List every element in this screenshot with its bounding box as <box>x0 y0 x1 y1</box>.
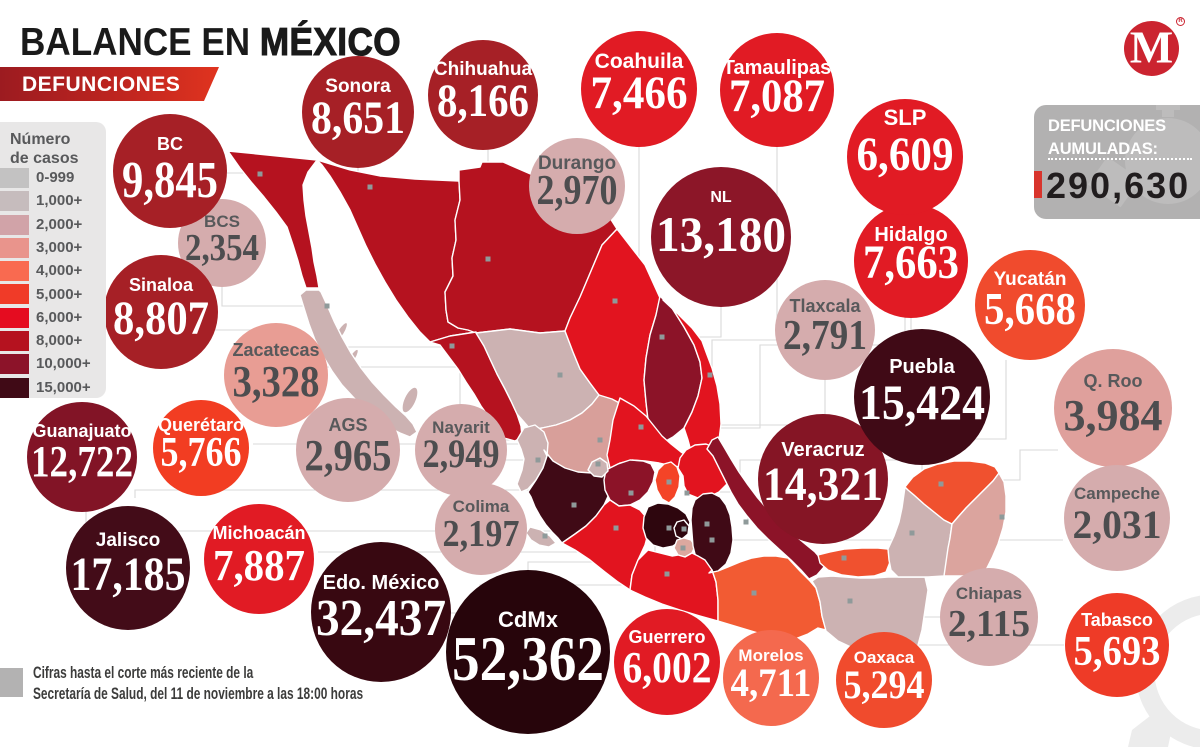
svg-text:52,362: 52,362 <box>452 623 604 694</box>
svg-text:12,722: 12,722 <box>31 437 133 486</box>
svg-text:Chiapas: Chiapas <box>956 584 1022 603</box>
svg-text:7,087: 7,087 <box>729 70 825 122</box>
svg-text:Sinaloa: Sinaloa <box>129 275 194 295</box>
svg-text:15,424: 15,424 <box>859 374 985 430</box>
svg-text:Q. Roo: Q. Roo <box>1084 371 1143 391</box>
svg-text:Guerrero: Guerrero <box>628 627 705 647</box>
svg-text:2,791: 2,791 <box>783 313 867 359</box>
svg-text:8,166: 8,166 <box>437 75 529 127</box>
svg-text:7,887: 7,887 <box>213 541 305 590</box>
svg-text:Coahuila: Coahuila <box>595 50 684 73</box>
svg-text:14,321: 14,321 <box>763 458 883 511</box>
svg-text:3,984: 3,984 <box>1064 391 1163 440</box>
svg-text:Zacatecas: Zacatecas <box>232 340 319 360</box>
svg-text:Morelos: Morelos <box>738 646 803 665</box>
svg-text:CdMx: CdMx <box>498 607 559 632</box>
svg-text:2,970: 2,970 <box>537 168 618 214</box>
svg-text:Nayarit: Nayarit <box>432 418 490 437</box>
svg-text:2,354: 2,354 <box>185 227 259 269</box>
svg-text:Hidalgo: Hidalgo <box>874 224 947 246</box>
svg-text:8,807: 8,807 <box>113 292 209 345</box>
svg-text:5,766: 5,766 <box>161 430 242 476</box>
svg-text:Tlaxcala: Tlaxcala <box>789 296 861 316</box>
svg-text:AGS: AGS <box>328 415 367 435</box>
svg-text:5,294: 5,294 <box>844 662 925 707</box>
svg-text:3,328: 3,328 <box>233 357 320 406</box>
svg-text:Edo. México: Edo. México <box>323 572 440 594</box>
svg-text:Puebla: Puebla <box>889 356 955 378</box>
svg-text:4,711: 4,711 <box>731 660 812 705</box>
svg-text:2,965: 2,965 <box>305 431 392 480</box>
svg-text:Chihuahua: Chihuahua <box>434 59 533 80</box>
svg-text:6,002: 6,002 <box>623 643 712 692</box>
svg-text:5,693: 5,693 <box>1074 629 1161 675</box>
svg-text:32,437: 32,437 <box>316 590 446 647</box>
svg-text:Sonora: Sonora <box>325 76 391 97</box>
svg-text:7,663: 7,663 <box>863 236 959 289</box>
svg-text:2,197: 2,197 <box>443 513 520 555</box>
svg-text:Querétaro: Querétaro <box>158 415 244 435</box>
svg-text:7,466: 7,466 <box>591 67 688 119</box>
svg-text:SLP: SLP <box>884 105 927 130</box>
svg-text:2,031: 2,031 <box>1073 502 1162 547</box>
svg-text:Guanajuato: Guanajuato <box>32 421 131 441</box>
svg-text:BCS: BCS <box>204 212 240 231</box>
svg-text:5,668: 5,668 <box>984 284 1076 334</box>
svg-text:17,185: 17,185 <box>71 548 186 601</box>
svg-text:9,845: 9,845 <box>122 152 218 209</box>
svg-text:2,949: 2,949 <box>423 431 500 476</box>
svg-text:Veracruz: Veracruz <box>781 439 864 461</box>
svg-text:2,115: 2,115 <box>948 603 1030 645</box>
svg-text:6,609: 6,609 <box>857 128 954 181</box>
svg-text:Oaxaca: Oaxaca <box>854 648 915 667</box>
svg-text:8,651: 8,651 <box>311 92 405 144</box>
svg-text:Durango: Durango <box>538 153 616 174</box>
svg-text:Yucatán: Yucatán <box>994 269 1067 290</box>
svg-text:Tabasco: Tabasco <box>1081 610 1153 630</box>
svg-text:Tamaulipas: Tamaulipas <box>723 57 832 79</box>
svg-text:13,180: 13,180 <box>656 206 786 262</box>
svg-text:Colima: Colima <box>453 497 510 516</box>
svg-text:Jalisco: Jalisco <box>96 530 160 551</box>
svg-text:NL: NL <box>710 189 732 206</box>
svg-text:Campeche: Campeche <box>1074 484 1160 503</box>
svg-text:Michoacán: Michoacán <box>212 523 305 543</box>
svg-text:BC: BC <box>157 134 183 154</box>
